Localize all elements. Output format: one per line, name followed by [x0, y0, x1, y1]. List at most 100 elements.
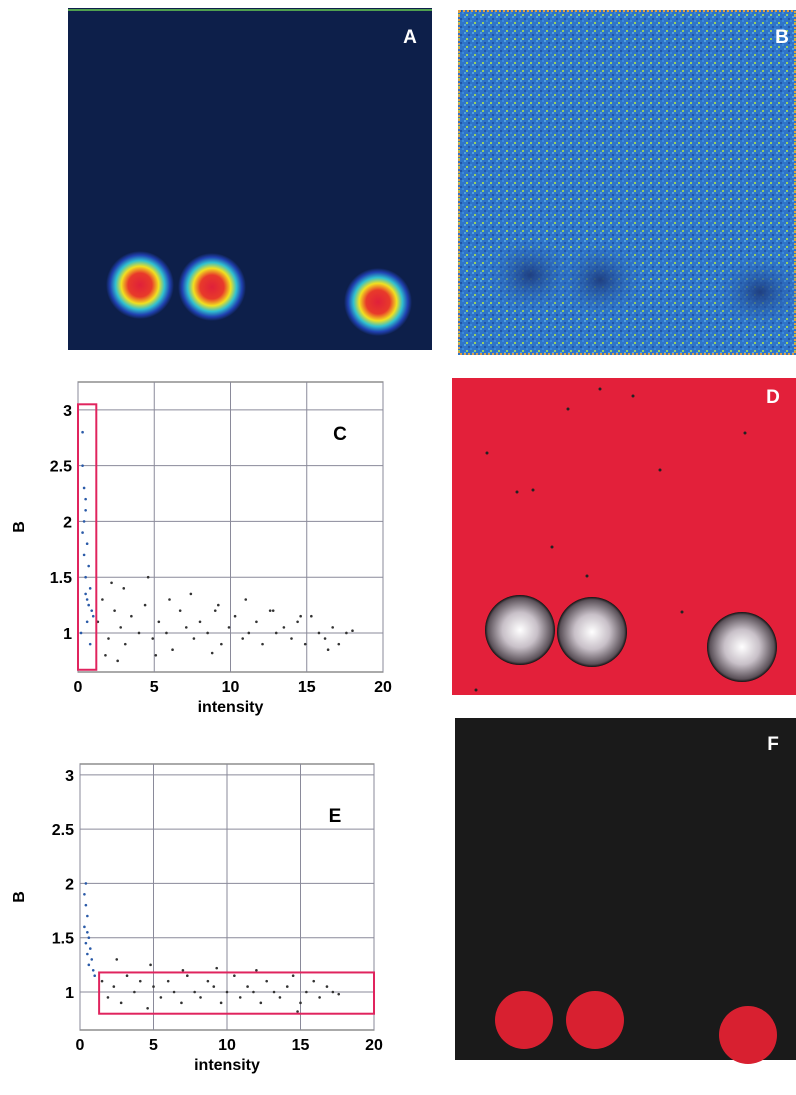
point	[227, 626, 231, 629]
y-axis-label: B	[11, 891, 28, 903]
point	[168, 598, 171, 601]
point	[82, 486, 86, 490]
x-tick-label: 0	[74, 679, 83, 696]
point	[104, 653, 107, 657]
point	[137, 631, 141, 635]
point	[318, 996, 321, 999]
spot	[485, 237, 575, 313]
point	[233, 614, 237, 618]
point	[123, 642, 127, 646]
point	[172, 990, 176, 994]
point	[165, 631, 168, 635]
point	[133, 990, 136, 994]
x-tick-label: 15	[298, 679, 316, 696]
spot	[495, 991, 553, 1049]
spot	[707, 612, 777, 682]
y-tick-label: 2	[65, 876, 74, 893]
point	[81, 531, 84, 534]
point	[84, 882, 88, 885]
point	[143, 603, 147, 607]
spot	[719, 1006, 777, 1064]
point	[303, 642, 307, 646]
point	[199, 996, 202, 999]
point	[290, 637, 293, 640]
point	[82, 520, 86, 523]
point	[325, 985, 329, 988]
point	[101, 598, 104, 601]
point	[171, 648, 174, 651]
spot	[485, 595, 555, 665]
point	[233, 974, 236, 978]
point	[238, 996, 242, 999]
x-tick-label: 20	[374, 679, 392, 696]
point	[84, 941, 88, 945]
y-tick-label: 1	[65, 985, 74, 1002]
point	[112, 985, 116, 988]
x-tick-label: 15	[292, 1037, 310, 1054]
panel-label: F	[767, 734, 779, 755]
point	[217, 603, 220, 607]
point	[119, 626, 122, 629]
point	[261, 642, 264, 646]
point	[252, 990, 255, 994]
y-tick-label: 1.5	[52, 931, 74, 948]
point	[149, 963, 152, 967]
point	[246, 985, 249, 988]
point	[87, 963, 91, 967]
point	[122, 587, 126, 590]
y-tick-label: 1	[63, 626, 72, 643]
x-tick-label: 5	[150, 679, 159, 696]
spot	[106, 251, 174, 319]
point	[193, 990, 196, 994]
point	[146, 1006, 149, 1010]
point	[255, 620, 258, 624]
point	[210, 651, 214, 655]
point	[138, 979, 142, 983]
point	[84, 508, 87, 512]
point	[268, 609, 272, 612]
point	[278, 996, 282, 999]
y-tick-label: 2.5	[52, 822, 74, 839]
y-axis-label: B	[11, 521, 28, 533]
point	[255, 968, 258, 972]
point	[84, 592, 87, 596]
spot	[566, 991, 624, 1049]
point	[345, 631, 348, 635]
point	[115, 958, 119, 961]
point	[291, 974, 295, 978]
point	[152, 985, 155, 988]
point	[305, 990, 308, 994]
point	[157, 620, 161, 624]
panel-label: D	[766, 387, 780, 408]
point	[146, 575, 150, 579]
point	[331, 990, 335, 994]
point	[125, 974, 129, 978]
x-tick-label: 10	[218, 1037, 236, 1054]
y-tick-label: 2.5	[50, 459, 72, 476]
x-tick-label: 5	[149, 1037, 158, 1054]
point	[116, 659, 119, 663]
spot	[557, 597, 627, 667]
point	[84, 575, 87, 579]
point	[83, 892, 86, 896]
point	[312, 979, 316, 983]
point	[81, 464, 84, 467]
point	[151, 637, 155, 640]
point	[198, 620, 202, 624]
point	[87, 603, 90, 607]
point	[83, 925, 86, 929]
point	[113, 609, 116, 612]
annotation: E	[329, 806, 342, 827]
x-tick-label: 20	[365, 1037, 383, 1054]
point	[106, 996, 110, 999]
point	[317, 631, 321, 635]
x-tick-label: 0	[76, 1037, 85, 1054]
point	[81, 430, 84, 434]
point	[178, 609, 182, 612]
point	[90, 958, 94, 961]
point	[206, 631, 209, 635]
point	[85, 598, 89, 601]
point	[337, 992, 341, 996]
point	[299, 1001, 302, 1005]
